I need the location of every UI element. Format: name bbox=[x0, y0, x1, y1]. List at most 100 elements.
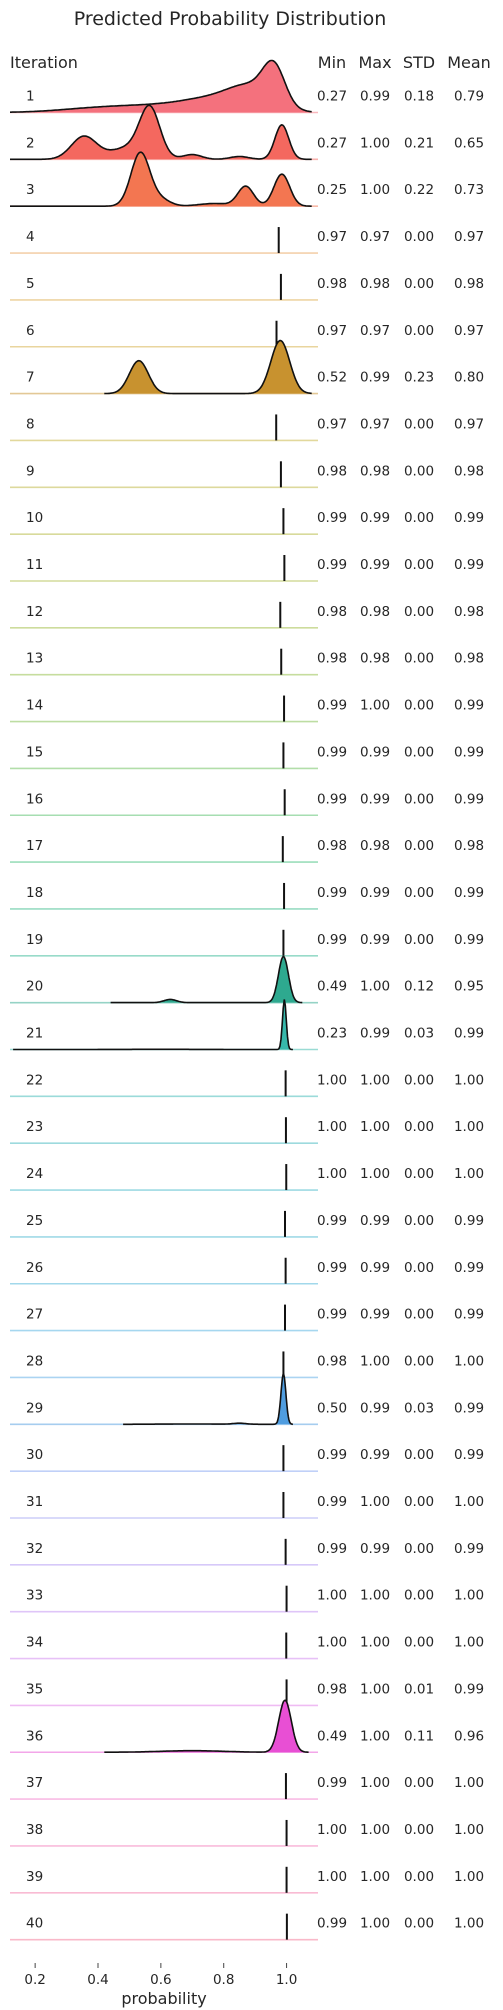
stat-min: 0.98 bbox=[317, 1681, 347, 1697]
stat-mean: 0.99 bbox=[454, 1260, 484, 1276]
stat-std: 0.00 bbox=[404, 651, 434, 667]
stat-max: 1.00 bbox=[360, 1681, 390, 1697]
stat-max: 0.99 bbox=[360, 791, 390, 807]
ridge-row: 23 1.00 1.00 0.00 1.00 bbox=[10, 1117, 484, 1144]
stat-std: 0.21 bbox=[404, 135, 434, 151]
x-tick-label: 0.8 bbox=[213, 1972, 234, 1988]
stat-mean: 1.00 bbox=[454, 1916, 484, 1932]
header-min: Min bbox=[318, 53, 346, 72]
stat-max: 0.99 bbox=[360, 885, 390, 901]
stat-min: 0.98 bbox=[317, 651, 347, 667]
stat-mean: 0.99 bbox=[454, 932, 484, 948]
stat-std: 0.00 bbox=[404, 1072, 434, 1088]
stat-mean: 1.00 bbox=[454, 1635, 484, 1651]
stat-mean: 0.97 bbox=[454, 416, 484, 432]
stat-min: 0.99 bbox=[317, 1916, 347, 1932]
stat-mean: 0.65 bbox=[454, 135, 484, 151]
stat-min: 0.99 bbox=[317, 932, 347, 948]
stat-std: 0.00 bbox=[404, 1166, 434, 1182]
iteration-label: 31 bbox=[26, 1494, 43, 1510]
header-mean: Mean bbox=[447, 53, 491, 72]
stat-std: 0.00 bbox=[404, 276, 434, 292]
stat-mean: 0.96 bbox=[454, 1728, 484, 1744]
stat-std: 0.00 bbox=[404, 1916, 434, 1932]
iteration-label: 11 bbox=[26, 557, 43, 573]
ridge-row: 35 0.98 1.00 0.01 0.99 bbox=[10, 1679, 484, 1707]
chart-title: Predicted Probability Distribution bbox=[74, 8, 387, 30]
density-area bbox=[123, 1374, 293, 1425]
ridge-row: 29 0.50 0.99 0.03 0.99 bbox=[10, 1373, 484, 1426]
stat-max: 0.97 bbox=[360, 229, 390, 245]
stat-mean: 0.95 bbox=[454, 979, 484, 995]
stat-mean: 0.80 bbox=[454, 370, 484, 386]
stat-min: 0.99 bbox=[317, 1541, 347, 1557]
stat-std: 0.01 bbox=[404, 1681, 434, 1697]
iteration-label: 14 bbox=[26, 698, 43, 714]
ridge-row: 25 0.99 0.99 0.00 0.99 bbox=[10, 1210, 484, 1238]
stat-min: 0.99 bbox=[317, 1494, 347, 1510]
stat-std: 0.22 bbox=[404, 182, 434, 198]
stat-mean: 1.00 bbox=[454, 1494, 484, 1510]
stat-min: 0.99 bbox=[317, 557, 347, 573]
stat-std: 0.00 bbox=[404, 510, 434, 526]
stat-mean: 1.00 bbox=[454, 1869, 484, 1885]
stat-min: 1.00 bbox=[317, 1635, 347, 1651]
stat-std: 0.23 bbox=[404, 370, 434, 386]
ridge-row: 3 0.25 1.00 0.22 0.73 bbox=[10, 151, 484, 207]
iteration-label: 40 bbox=[26, 1916, 43, 1932]
ridge-row: 39 1.00 1.00 0.00 1.00 bbox=[10, 1866, 484, 1894]
ridge-row: 16 0.99 0.99 0.00 0.99 bbox=[10, 789, 484, 817]
stat-min: 1.00 bbox=[317, 1822, 347, 1838]
stat-mean: 0.99 bbox=[454, 1447, 484, 1463]
stat-max: 0.99 bbox=[360, 370, 390, 386]
density-outline bbox=[13, 999, 293, 1051]
stat-max: 0.99 bbox=[360, 1400, 390, 1416]
stat-std: 0.00 bbox=[404, 1588, 434, 1604]
ridge-row: 38 1.00 1.00 0.00 1.00 bbox=[10, 1819, 484, 1847]
x-tick-label: 0.2 bbox=[24, 1972, 45, 1988]
stat-std: 0.00 bbox=[404, 1119, 434, 1135]
stat-std: 0.00 bbox=[404, 932, 434, 948]
stat-min: 0.98 bbox=[317, 1353, 347, 1369]
stat-max: 0.98 bbox=[360, 276, 390, 292]
iteration-label: 38 bbox=[26, 1822, 43, 1838]
stat-max: 0.99 bbox=[360, 744, 390, 760]
stat-std: 0.00 bbox=[404, 1869, 434, 1885]
iteration-label: 37 bbox=[26, 1775, 43, 1791]
density-area bbox=[10, 60, 312, 113]
stat-mean: 0.97 bbox=[454, 323, 484, 339]
stat-min: 1.00 bbox=[317, 1119, 347, 1135]
stat-mean: 0.97 bbox=[454, 229, 484, 245]
stat-min: 1.00 bbox=[317, 1588, 347, 1604]
iteration-label: 17 bbox=[26, 838, 43, 854]
stat-min: 0.98 bbox=[317, 838, 347, 854]
stat-std: 0.00 bbox=[404, 557, 434, 573]
stat-std: 0.00 bbox=[404, 1541, 434, 1557]
stat-min: 0.99 bbox=[317, 744, 347, 760]
stat-min: 0.27 bbox=[317, 135, 347, 151]
stat-max: 0.99 bbox=[360, 557, 390, 573]
stat-std: 0.00 bbox=[404, 1213, 434, 1229]
stat-min: 0.23 bbox=[317, 1026, 347, 1042]
stat-mean: 0.98 bbox=[454, 463, 484, 479]
stat-max: 0.99 bbox=[360, 510, 390, 526]
ridge-row: 5 0.98 0.98 0.00 0.98 bbox=[10, 273, 484, 301]
stat-mean: 0.99 bbox=[454, 885, 484, 901]
stat-max: 0.97 bbox=[360, 416, 390, 432]
ridge-row: 33 1.00 1.00 0.00 1.00 bbox=[10, 1585, 484, 1613]
stat-mean: 0.73 bbox=[454, 182, 484, 198]
ridge-row: 7 0.52 0.99 0.23 0.80 bbox=[10, 339, 484, 395]
ridge-row: 22 1.00 1.00 0.00 1.00 bbox=[10, 1070, 484, 1098]
stat-mean: 0.98 bbox=[454, 276, 484, 292]
iteration-label: 13 bbox=[26, 651, 43, 667]
iteration-label: 19 bbox=[26, 932, 43, 948]
stat-max: 0.99 bbox=[360, 1447, 390, 1463]
density-outline bbox=[10, 151, 312, 207]
iteration-label: 24 bbox=[26, 1166, 43, 1182]
stat-std: 0.00 bbox=[404, 416, 434, 432]
ridge-row: 34 1.00 1.00 0.00 1.00 bbox=[10, 1632, 484, 1660]
stat-max: 1.00 bbox=[360, 1635, 390, 1651]
stat-max: 1.00 bbox=[360, 1775, 390, 1791]
ridge-row: 1 0.27 0.99 0.18 0.79 bbox=[10, 59, 484, 114]
